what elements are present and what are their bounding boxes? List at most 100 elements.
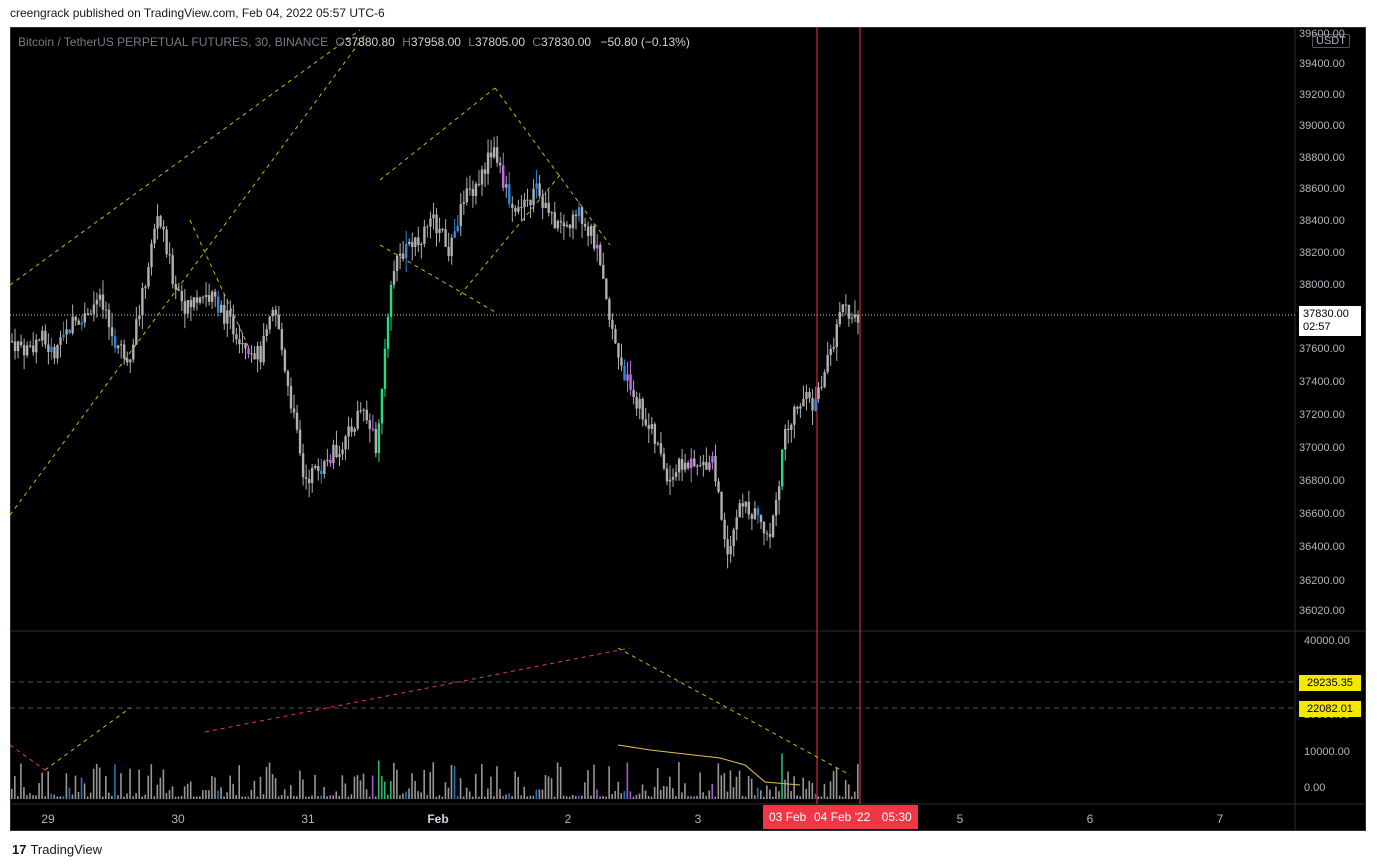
candle-body [353,428,356,432]
candle-body [693,458,696,467]
volume-bar [468,791,471,799]
candle-body [183,301,187,314]
candle-body [729,546,732,555]
volume-bar [720,775,723,799]
candle-body [44,330,47,345]
volume-bar [811,783,814,799]
candle-body [611,319,614,329]
volume-bar [356,775,359,799]
candle-body [280,329,284,351]
candle-body [750,514,754,519]
candle-body [62,334,65,338]
price-tick-label: 38800.00 [1299,152,1345,164]
volume-bar [672,788,674,799]
volume-bar [380,775,383,799]
candle-body [168,254,171,256]
time-tick-label: 2 [564,812,572,826]
candle-body [444,229,447,247]
volume-bar [847,784,850,799]
volume-bar [50,793,53,799]
candle-body [732,529,735,547]
volume-bar [362,773,365,799]
volume-bar [223,796,225,799]
candle-body [683,462,687,470]
volume-bar [656,768,659,799]
candle-body [232,316,235,335]
volume-bar [441,796,444,799]
volume-bar [708,790,711,799]
footer-brand[interactable]: TradingView [30,842,103,857]
volume-bar [587,770,589,799]
volume-bar [232,783,234,799]
volume-bar [220,787,222,799]
candle-body [829,348,832,355]
candle-body [174,283,177,290]
volume-bar [647,796,650,799]
candle-body [671,476,675,480]
candle-body [796,406,799,409]
volume-bar [547,776,550,799]
volume-bar [238,765,241,799]
volume-bar [347,796,350,799]
chart-panel[interactable] [10,27,1366,831]
candle-body [262,335,265,363]
volume-bar [135,793,137,799]
candle-body [690,458,693,469]
candle-body [526,199,529,201]
candle-body [565,224,569,227]
volume-bar [456,795,459,799]
candle-body [235,334,238,340]
candle-body [323,461,326,474]
volume-bar [732,787,735,799]
candle-body [144,286,147,289]
volume-bar [465,787,468,799]
volume-bar [156,784,159,799]
candle-body [677,459,681,473]
volume-bar [744,796,747,799]
candle-body [735,517,738,530]
candle-body [216,296,220,313]
candle-body [426,226,429,228]
candle-body [568,224,572,229]
volume-bar [493,796,495,799]
volume-bar [756,787,759,799]
volume-bar [753,795,756,799]
volume-bar [323,787,325,799]
candle-body [368,420,372,429]
volume-bar [26,795,28,799]
candle-body [195,297,199,303]
candle-body [641,398,644,420]
volume-bar [805,788,808,799]
volume-bar [314,774,316,799]
volume-bar [141,796,143,799]
symbol-title[interactable]: Bitcoin / TetherUS PERPETUAL FUTURES, 30… [18,35,329,49]
volume-bar [505,794,507,799]
tradingview-logo-icon[interactable]: 17 [12,842,27,857]
crosshair-date-1: 03 Feb [763,805,813,829]
candle-body [668,479,672,482]
candle-body [156,216,159,229]
volume-bar [32,795,34,799]
candle-body [204,295,208,297]
volume-bar [717,763,720,799]
volume-bar [217,790,219,799]
open-label: O [335,35,345,49]
candle-body [192,297,196,308]
candle-body [135,319,138,345]
candle-body [344,436,347,450]
crosshair-date-2-text: 04 Feb '22 [814,810,871,824]
price-tick-label: 36200.00 [1299,575,1345,587]
candle-body [307,478,311,484]
volume-bar [823,783,826,799]
candle-body [253,353,256,360]
volume-bar [687,796,689,799]
volume-bar [784,779,786,799]
candle-body [553,212,556,229]
volume-tick-label: 10000.00 [1304,746,1350,758]
candle-body [562,222,566,227]
candle-body [759,515,763,522]
volume-bar [474,773,477,799]
currency-badge[interactable]: USDT [1312,34,1350,48]
volume-bar [617,781,620,799]
